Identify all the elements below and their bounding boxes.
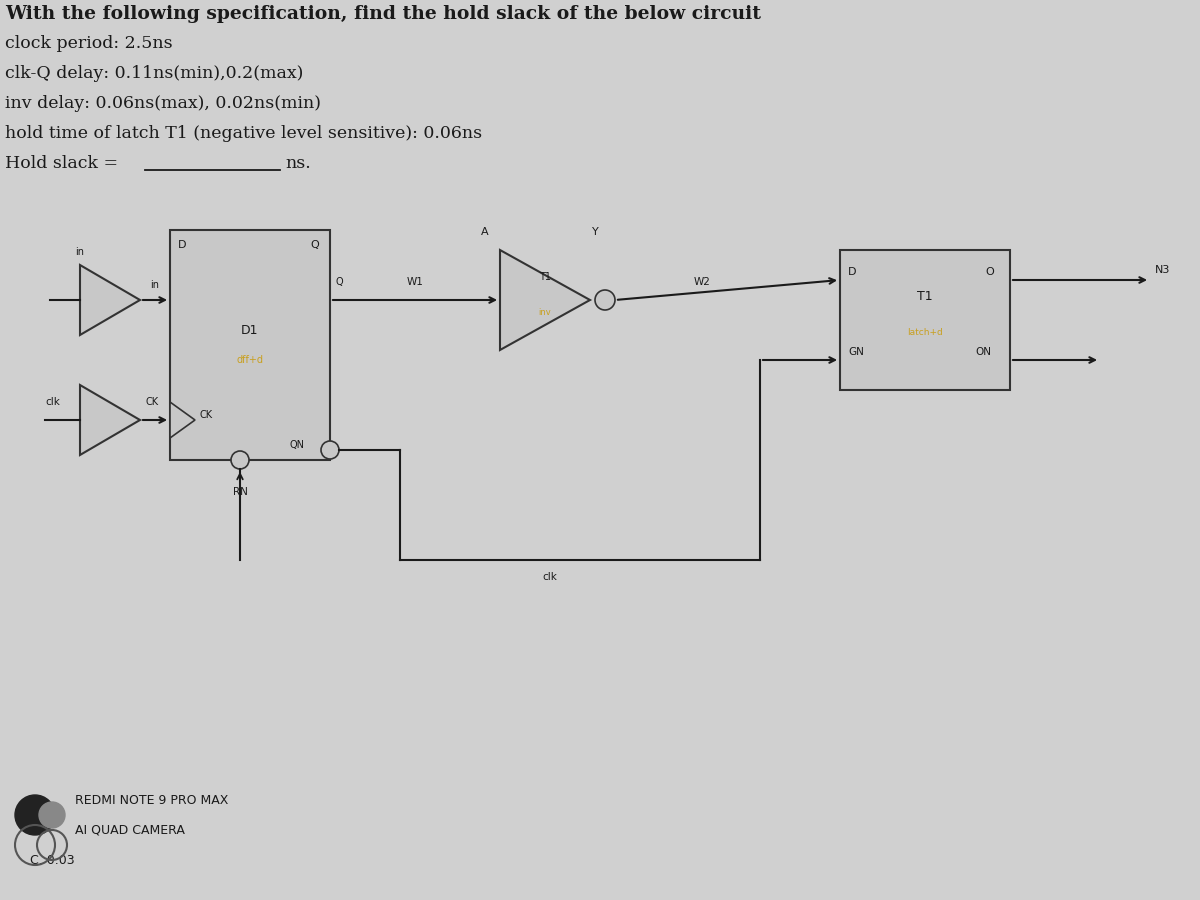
Text: N3: N3	[1154, 265, 1170, 275]
Text: dff+d: dff+d	[236, 355, 264, 365]
Text: O: O	[985, 267, 994, 277]
Text: GN: GN	[848, 347, 864, 357]
Text: in: in	[74, 247, 84, 257]
Text: Q: Q	[310, 240, 319, 250]
Polygon shape	[80, 265, 140, 335]
Bar	[840, 250, 1010, 390]
Text: CK: CK	[145, 397, 158, 407]
Text: ns.: ns.	[286, 155, 311, 172]
Text: A: A	[481, 227, 488, 237]
Circle shape	[14, 795, 55, 835]
Text: C. 0.03: C. 0.03	[30, 853, 74, 867]
Bar	[170, 230, 330, 460]
Text: inv delay: 0.06ns(max), 0.02ns(min): inv delay: 0.06ns(max), 0.02ns(min)	[5, 95, 322, 112]
Text: latch+d: latch+d	[907, 328, 943, 337]
Text: clk-Q delay: 0.11ns(min),0.2(max): clk-Q delay: 0.11ns(min),0.2(max)	[5, 65, 304, 82]
Text: W2: W2	[694, 277, 710, 287]
Circle shape	[38, 802, 65, 828]
Text: clock period: 2.5ns: clock period: 2.5ns	[5, 35, 173, 52]
Text: W1: W1	[407, 277, 424, 287]
Polygon shape	[500, 250, 590, 350]
Text: hold time of latch T1 (negative level sensitive): 0.06ns: hold time of latch T1 (negative level se…	[5, 125, 482, 142]
Text: Hold slack =: Hold slack =	[5, 155, 118, 172]
Text: ON: ON	[974, 347, 991, 357]
Text: RN: RN	[233, 487, 247, 497]
Text: Q: Q	[335, 277, 343, 287]
Text: inv: inv	[539, 308, 551, 317]
Text: clk: clk	[542, 572, 558, 582]
Text: CK: CK	[200, 410, 214, 420]
Text: clk: clk	[46, 397, 60, 407]
Text: With the following specification, find the hold slack of the below circuit: With the following specification, find t…	[5, 5, 761, 23]
Text: QN: QN	[290, 440, 305, 450]
Circle shape	[230, 451, 250, 469]
Text: AI QUAD CAMERA: AI QUAD CAMERA	[74, 824, 185, 836]
Text: D: D	[178, 240, 186, 250]
Circle shape	[595, 290, 616, 310]
Text: D: D	[848, 267, 857, 277]
Text: in: in	[150, 280, 160, 290]
Text: Y: Y	[592, 227, 599, 237]
Text: REDMI NOTE 9 PRO MAX: REDMI NOTE 9 PRO MAX	[74, 794, 228, 806]
Circle shape	[322, 441, 340, 459]
Text: T1: T1	[917, 290, 932, 303]
Polygon shape	[170, 402, 194, 438]
Text: D1: D1	[241, 323, 259, 337]
Text: T1: T1	[539, 272, 551, 282]
Polygon shape	[80, 385, 140, 455]
